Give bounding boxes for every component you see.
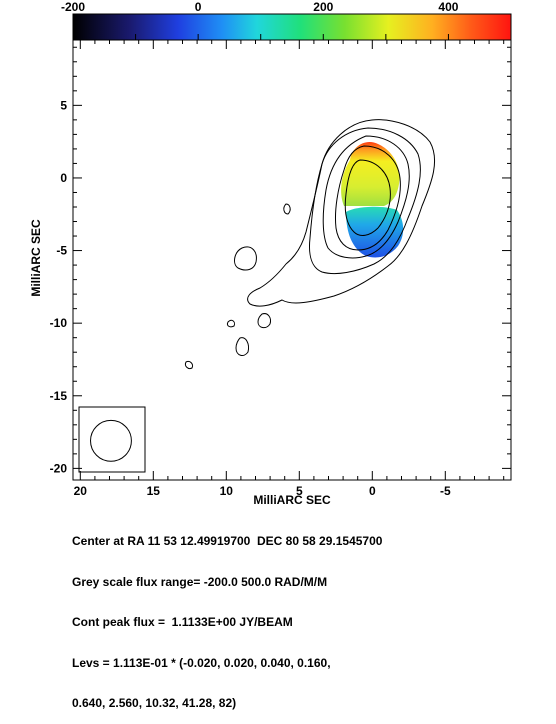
beam-box: [78, 406, 146, 473]
colorbar-tick-label: 400: [438, 0, 458, 14]
contour-2: [309, 127, 421, 275]
y-tick-label: -5: [56, 244, 67, 258]
y-tick-label: -10: [50, 316, 68, 330]
y-tick-label: -20: [50, 461, 68, 475]
colorbar-tick-label: 0: [195, 0, 202, 14]
y-tick-label: 0: [60, 171, 67, 185]
caption-levels-line-2: 0.640, 2.560, 10.32, 41.28, 82): [72, 696, 237, 710]
x-tick-label: 15: [147, 484, 161, 498]
x-tick-label: 5: [296, 484, 303, 498]
y-ticks: 5 0 -5 -10 -15 -20: [50, 46, 511, 475]
contour-jet-blob-3: [257, 313, 271, 329]
contours: [185, 119, 436, 369]
rm-lower-component: [346, 206, 404, 258]
contour-jet-blob-5: [235, 337, 249, 356]
rm-image: [341, 141, 404, 258]
y-tick-label: -15: [50, 389, 68, 403]
x-tick-label: 10: [220, 484, 234, 498]
caption-levels-line-1: Levs = 1.113E-01 * (-0.020, 0.020, 0.040…: [72, 655, 331, 670]
contour-jet-blob-4: [227, 319, 235, 328]
x-tick-label: -5: [440, 484, 451, 498]
x-tick-label: 0: [369, 484, 376, 498]
colorbar-tick-label: 200: [313, 0, 333, 14]
colorbar: -200 0 200 400: [61, 0, 512, 41]
colorbar-tick-label: -200: [61, 0, 85, 14]
contour-3: [322, 135, 410, 259]
y-tick-label: 5: [60, 98, 67, 112]
caption-peak-flux: Cont peak flux = 1.1133E+00 JY/BEAM: [72, 615, 293, 629]
figure: -200 0 200 400 20 15 10 5 0 -5: [29, 0, 512, 507]
plot-area: 20 15 10 5 0 -5 5 0 -5 -10 -15 -20: [50, 39, 512, 498]
caption-center-coords: Center at RA 11 53 12.49919700 DEC 80 58…: [72, 534, 383, 548]
contour-jet-blob-2: [283, 203, 291, 215]
figure-caption: Center at RA 11 53 12.49919700 DEC 80 58…: [72, 508, 382, 724]
caption-grey-scale-range: Grey scale flux range= -200.0 500.0 RAD/…: [72, 574, 328, 589]
contour-jet-blob-1: [234, 246, 257, 271]
plot-frame: [72, 39, 512, 481]
contour-outer: [247, 119, 436, 307]
contour-jet-blob-6: [185, 361, 193, 369]
colorbar-ticks: -200 0 200 400: [61, 0, 512, 40]
y-axis-label: MilliARC SEC: [29, 219, 43, 297]
contour-4: [335, 145, 401, 251]
beam: [78, 406, 146, 473]
contour-5: [344, 159, 391, 236]
x-ticks: 20 15 10 5 0 -5: [74, 40, 505, 498]
beam-ellipse: [90, 419, 132, 462]
rm-upper-component: [341, 141, 400, 206]
colorbar-gradient: [72, 13, 512, 41]
x-axis-label: MilliARC SEC: [253, 493, 331, 507]
x-tick-label: 20: [74, 484, 88, 498]
